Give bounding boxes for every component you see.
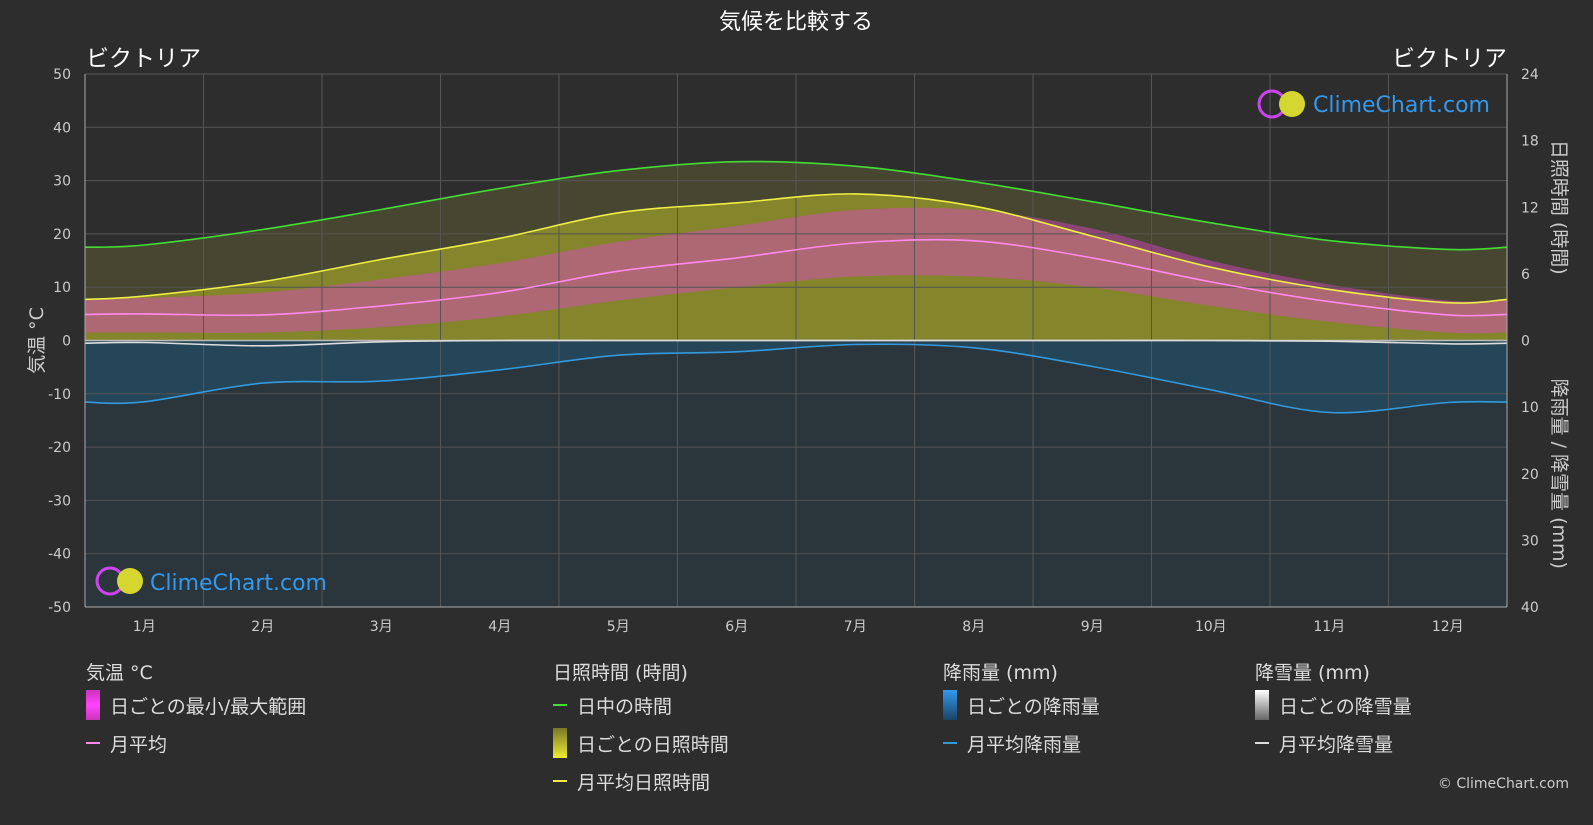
y-right-top-tick-label: 0 <box>1521 334 1530 350</box>
logo-sun-icon <box>117 568 143 594</box>
x-tick-label: 6月 <box>725 619 748 635</box>
legend-item-rain-daily[interactable]: 日ごとの降雨量 <box>943 686 1100 724</box>
y-right-bottom-tick-label: 30 <box>1521 533 1539 549</box>
legend-title-rain: 降雨量 (mm) <box>943 662 1058 684</box>
rain-daily-swatch <box>943 690 957 720</box>
legend-label: 日ごとの降雨量 <box>967 695 1100 718</box>
x-tick-label: 2月 <box>251 619 274 635</box>
logo-sun-icon <box>1279 91 1305 117</box>
y-left-tick-label: 40 <box>53 120 71 136</box>
legend-label: 日ごとの日照時間 <box>577 733 729 756</box>
sunshine-mean-swatch <box>553 780 567 782</box>
daylight-line <box>84 160 1508 251</box>
y-left-tick-label: 10 <box>53 280 71 296</box>
y-right-bottom-tick-label: 20 <box>1521 467 1539 483</box>
x-tick-label: 5月 <box>607 619 630 635</box>
legend-item-daylight[interactable]: 日中の時間 <box>553 686 729 724</box>
y-right-top-tick-label: 18 <box>1521 134 1539 150</box>
x-tick-label: 9月 <box>1081 619 1104 635</box>
y-left-tick-label: 50 <box>53 67 71 83</box>
legend-title-temperature: 気温 °C <box>86 662 153 684</box>
legend-label: 月平均降雨量 <box>967 733 1082 756</box>
x-tick-label: 7月 <box>844 619 867 635</box>
y-right-top-axis-title: 日照時間 (時間) <box>1548 140 1570 275</box>
y-left-tick-label: 0 <box>62 334 71 350</box>
snow-mean-line <box>84 339 1508 347</box>
legend: 気温 °C 日ごとの最小/最大範囲 月平均 日照時間 (時間) 日中の時間 日ご… <box>0 660 1593 810</box>
copyright: © ClimeChart.com <box>1437 776 1569 792</box>
legend-item-snow-mean[interactable]: 月平均降雪量 <box>1255 724 1412 762</box>
y-right-bottom-tick-label: 10 <box>1521 400 1539 416</box>
legend-title-sunshine: 日照時間 (時間) <box>553 662 688 684</box>
legend-rain: 降雨量 (mm) 日ごとの降雨量 月平均降雨量 <box>943 660 1100 762</box>
temp-range-swatch <box>86 690 100 720</box>
legend-label: 月平均 <box>110 733 168 756</box>
sunshine-mean-line <box>84 193 1508 304</box>
y-left-tick-label: -50 <box>48 600 71 616</box>
y-left-tick-label: 30 <box>53 174 71 190</box>
legend-item-temp-range[interactable]: 日ごとの最小/最大範囲 <box>86 686 306 724</box>
snow-mean-swatch <box>1255 742 1269 744</box>
chart-title: 気候を比較する <box>719 10 873 35</box>
legend-item-snow-daily[interactable]: 日ごとの降雪量 <box>1255 686 1412 724</box>
temp-mean-line <box>84 238 1508 317</box>
y-left-tick-label: 20 <box>53 227 71 243</box>
legend-temperature: 気温 °C 日ごとの最小/最大範囲 月平均 <box>86 660 306 762</box>
x-tick-label: 10月 <box>1195 619 1227 635</box>
legend-label: 日中の時間 <box>577 695 673 718</box>
sunshine-daily-swatch <box>553 728 567 758</box>
location-left: ビクトリア <box>86 46 201 72</box>
legend-item-sunshine-mean[interactable]: 月平均日照時間 <box>553 762 729 800</box>
logo-top[interactable]: ClimeChart.com <box>1257 89 1490 119</box>
daylight-swatch <box>553 704 567 706</box>
x-tick-label: 12月 <box>1432 619 1464 635</box>
y-left-tick-label: -30 <box>48 493 71 509</box>
logo-text-top: ClimeChart.com <box>1313 93 1490 118</box>
logo-bottom[interactable]: ClimeChart.com <box>95 566 327 596</box>
legend-item-rain-mean[interactable]: 月平均降雨量 <box>943 724 1100 762</box>
rain-mean-swatch <box>943 742 957 744</box>
y-right-top-tick-label: 24 <box>1521 67 1539 83</box>
x-tick-label: 4月 <box>488 619 511 635</box>
y-right-top-tick-label: 12 <box>1521 200 1539 216</box>
climate-chart: 気候を比較する ビクトリア ビクトリア 50 40 30 20 10 0 -10 -20 -30… <box>26 10 1570 635</box>
legend-label: 日ごとの最小/最大範囲 <box>110 695 307 718</box>
y-right-bottom-axis-title: 降雨量 / 降雪量 (mm) <box>1548 379 1570 569</box>
legend-label: 月平均降雪量 <box>1279 733 1394 756</box>
snow-daily-swatch <box>1255 690 1269 720</box>
legend-snow: 降雪量 (mm) 日ごとの降雪量 月平均降雪量 <box>1255 660 1412 762</box>
logo-text-bottom: ClimeChart.com <box>150 571 327 596</box>
x-tick-label: 8月 <box>962 619 985 635</box>
y-left-tick-label: -10 <box>48 387 71 403</box>
x-tick-label: 1月 <box>133 619 156 635</box>
location-right: ビクトリア <box>1392 46 1507 72</box>
y-right-bottom-tick-label: 40 <box>1521 600 1539 616</box>
x-tick-label: 11月 <box>1313 619 1345 635</box>
y-left-axis-title: 気温 °C <box>26 307 48 374</box>
legend-item-temp-mean[interactable]: 月平均 <box>86 724 306 762</box>
legend-title-snow: 降雪量 (mm) <box>1255 662 1370 684</box>
y-left-tick-label: -20 <box>48 440 71 456</box>
legend-label: 月平均日照時間 <box>577 771 711 794</box>
x-tick-label: 3月 <box>370 619 393 635</box>
legend-sunshine: 日照時間 (時間) 日中の時間 日ごとの日照時間 月平均日照時間 <box>553 660 729 800</box>
temp-mean-swatch <box>86 742 100 744</box>
y-left-tick-label: -40 <box>48 547 71 563</box>
legend-label: 日ごとの降雪量 <box>1279 695 1412 718</box>
legend-item-sunshine-daily[interactable]: 日ごとの日照時間 <box>553 724 729 762</box>
y-right-top-tick-label: 6 <box>1521 267 1530 283</box>
rain-mean-line <box>84 343 1508 414</box>
